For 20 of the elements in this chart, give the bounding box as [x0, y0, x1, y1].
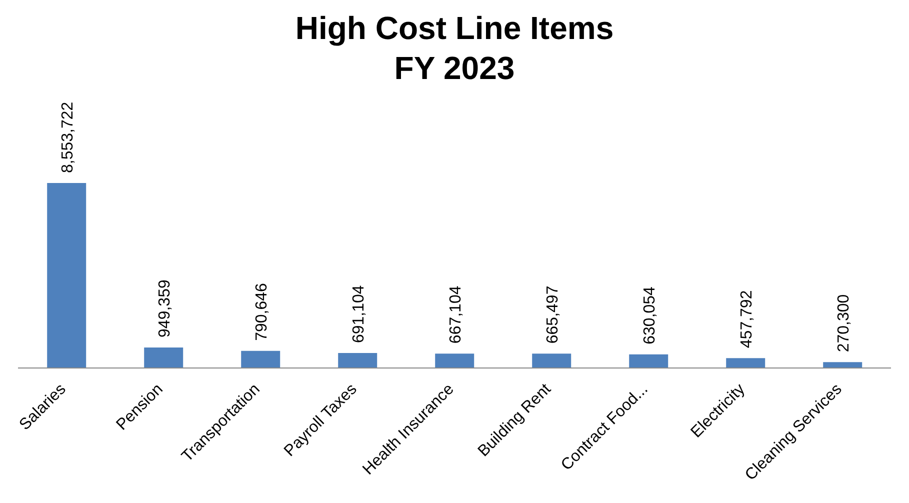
- bar: [241, 350, 280, 368]
- chart-subtitle: FY 2023: [393, 49, 516, 88]
- data-label: 630,054: [642, 286, 659, 344]
- bar: [629, 354, 668, 368]
- data-label: 691,104: [350, 285, 368, 344]
- bar: [338, 353, 378, 368]
- chart-title: High Cost Line Items: [294, 9, 615, 48]
- bar: [823, 362, 862, 368]
- bar: [532, 354, 572, 368]
- data-label: 949,359: [156, 280, 174, 338]
- bar: [435, 354, 474, 368]
- data-label: 457,792: [738, 290, 756, 348]
- bar: [726, 358, 766, 368]
- data-label: 8,553,722: [60, 102, 77, 173]
- data-label: 665,497: [544, 286, 562, 344]
- data-label: 790,646: [254, 282, 271, 341]
- data-label: 667,104: [448, 286, 465, 344]
- bar: [144, 347, 184, 368]
- data-label: 270,300: [836, 294, 853, 352]
- bar: [47, 183, 86, 368]
